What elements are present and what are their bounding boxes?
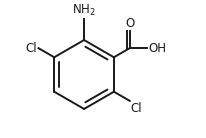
- Text: Cl: Cl: [26, 42, 37, 55]
- Text: O: O: [125, 17, 134, 30]
- Text: Cl: Cl: [130, 102, 142, 115]
- Text: OH: OH: [148, 42, 166, 55]
- Text: NH$_2$: NH$_2$: [72, 3, 96, 18]
